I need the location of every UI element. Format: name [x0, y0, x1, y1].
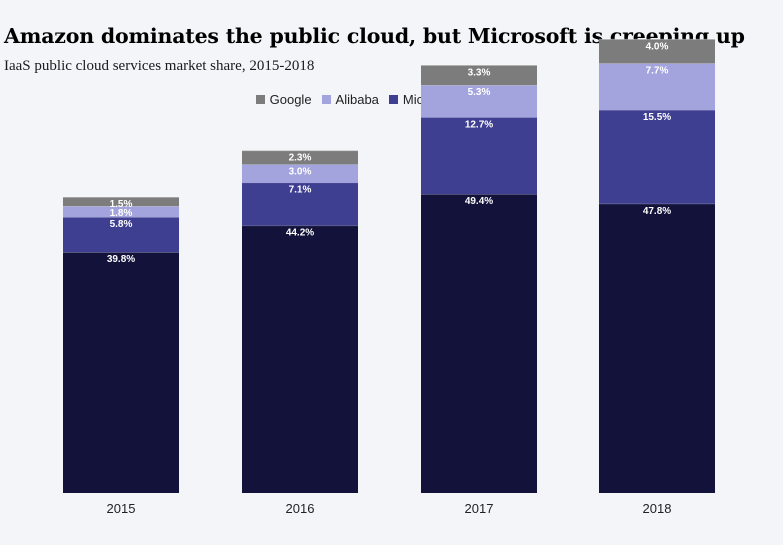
bar-alibaba-2018 — [599, 63, 715, 111]
data-label-microsoft-2018: 15.5% — [643, 112, 671, 123]
bar-amazon-2017 — [421, 194, 537, 493]
data-label-alibaba-2015: 1.8% — [110, 208, 133, 219]
data-label-google-2016: 2.3% — [289, 153, 312, 164]
data-label-amazon-2017: 49.4% — [465, 196, 493, 207]
bar-google-2017 — [421, 65, 537, 86]
data-label-alibaba-2018: 7.7% — [646, 65, 669, 76]
data-label-google-2015: 1.5% — [110, 199, 133, 210]
legend-swatch-google — [255, 95, 265, 104]
x-tick-label-2018: 2018 — [643, 501, 672, 516]
x-tick-label-2015: 2015 — [107, 501, 136, 516]
bar-google-2015 — [63, 197, 179, 207]
bar-google-2018 — [599, 39, 715, 64]
bar-google-2016 — [242, 150, 358, 165]
legend-swatch-microsoft — [388, 95, 398, 104]
legend-label-google: Google — [269, 92, 312, 107]
data-label-microsoft-2015: 5.8% — [110, 219, 133, 230]
bar-amazon-2016 — [242, 225, 358, 493]
data-label-google-2018: 4.0% — [646, 41, 669, 52]
data-label-amazon-2016: 44.2% — [286, 228, 314, 239]
data-label-alibaba-2017: 5.3% — [468, 87, 491, 98]
bar-alibaba-2017 — [421, 85, 537, 118]
bar-microsoft-2018 — [599, 110, 715, 204]
legend-item-alibaba: Alibaba — [321, 92, 379, 107]
data-label-amazon-2018: 47.8% — [643, 206, 671, 217]
bar-microsoft-2016 — [242, 182, 358, 226]
data-label-amazon-2015: 39.8% — [107, 254, 135, 265]
data-label-microsoft-2016: 7.1% — [289, 185, 312, 196]
bar-amazon-2018 — [599, 203, 715, 493]
data-label-alibaba-2016: 3.0% — [289, 166, 312, 177]
legend-item-google: Google — [255, 92, 312, 107]
data-label-microsoft-2017: 12.7% — [465, 119, 493, 130]
legend-swatch-alibaba — [321, 95, 331, 104]
legend-label-alibaba: Alibaba — [335, 92, 379, 107]
chart-subtitle: IaaS public cloud services market share,… — [4, 58, 315, 74]
x-tick-label-2017: 2017 — [465, 501, 494, 516]
data-label-google-2017: 3.3% — [468, 67, 491, 78]
bar-alibaba-2015 — [63, 206, 179, 218]
x-tick-label-2016: 2016 — [286, 501, 315, 516]
bar-microsoft-2015 — [63, 217, 179, 253]
bar-microsoft-2017 — [421, 117, 537, 195]
bar-alibaba-2016 — [242, 164, 358, 183]
bar-amazon-2015 — [63, 252, 179, 493]
